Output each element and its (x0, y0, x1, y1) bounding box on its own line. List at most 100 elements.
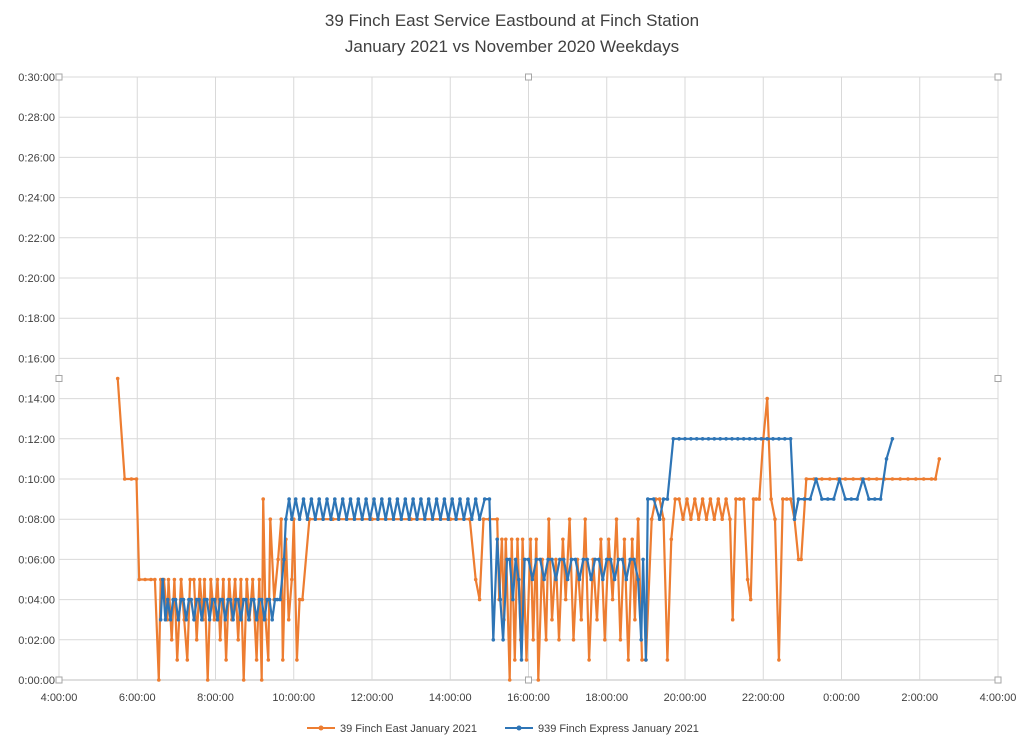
x-tick-label: 12:00:00 (351, 692, 394, 704)
data-point (599, 537, 603, 542)
x-tick-label: 14:00:00 (429, 692, 472, 704)
data-point (792, 517, 797, 521)
data-point (426, 497, 431, 501)
data-point (914, 477, 918, 481)
data-point (738, 497, 742, 501)
data-point (247, 617, 251, 622)
data-point (689, 517, 693, 521)
data-point (423, 517, 427, 521)
data-point (700, 497, 705, 501)
data-point (906, 477, 910, 481)
data-point (122, 477, 127, 481)
data-point (287, 497, 291, 501)
data-point (700, 437, 705, 441)
legend-item-0: 39 Finch East January 2021 (307, 723, 477, 735)
x-axis-ticks: 4:00:00 6:00:00 8:00:00 10:00:00 12:00:00 14:… (41, 692, 1017, 704)
data-point (554, 557, 558, 562)
data-point (649, 517, 654, 521)
x-tick-label: 0:00:00 (823, 692, 860, 704)
data-point (309, 497, 314, 501)
plot-area-handle[interactable] (994, 73, 1002, 81)
data-point (498, 597, 503, 602)
data-point (297, 597, 302, 602)
data-point (137, 577, 141, 582)
data-point (454, 517, 458, 521)
data-point (344, 517, 349, 521)
data-point (538, 557, 542, 562)
data-point (622, 537, 627, 542)
plot-area-handle[interactable] (994, 676, 1002, 684)
data-point (380, 497, 384, 501)
data-point (368, 517, 372, 521)
y-axis-ticks: 0:00:00 0:02:00 0:04:00 0:06:00 0:08:00 0:10:… (18, 72, 55, 687)
plot-area-handle[interactable] (55, 676, 63, 684)
plot-area-handle[interactable] (994, 375, 1002, 382)
data-point (356, 497, 361, 501)
data-point (372, 497, 376, 501)
data-point (632, 557, 636, 562)
data-point (730, 617, 735, 622)
data-point (313, 517, 318, 521)
data-point (605, 557, 609, 562)
data-point (781, 497, 785, 501)
data-point (851, 477, 855, 481)
data-point (501, 638, 505, 642)
data-point (239, 577, 243, 582)
data-point (261, 497, 266, 501)
series-0 (115, 376, 942, 682)
data-point (487, 497, 492, 501)
data-point (482, 497, 487, 501)
x-tick-label: 18:00:00 (585, 692, 628, 704)
legend-label-1: 939 Finch Express January 2021 (538, 723, 699, 735)
data-point (754, 497, 758, 501)
data-point (636, 577, 640, 582)
plot-area-handle[interactable] (55, 73, 63, 81)
data-point (874, 477, 879, 481)
y-tick-label: 0:14:00 (18, 394, 55, 406)
data-point (516, 577, 521, 582)
data-point (511, 597, 515, 602)
data-point (477, 517, 482, 521)
data-point (215, 617, 220, 622)
data-point (724, 497, 728, 501)
data-point (614, 517, 619, 521)
data-point (712, 517, 717, 521)
data-point (513, 658, 517, 662)
data-point (630, 537, 634, 542)
data-point (223, 617, 228, 622)
data-point (290, 577, 294, 582)
data-point (644, 658, 648, 662)
data-point (657, 497, 662, 501)
plot-area-handle[interactable] (525, 73, 532, 81)
data-point (205, 597, 209, 602)
y-tick-label: 0:06:00 (18, 554, 55, 566)
data-point (491, 638, 496, 642)
data-point (513, 557, 518, 562)
data-point (554, 577, 558, 582)
legend-marker-0 (318, 725, 324, 731)
data-point (295, 658, 299, 662)
data-point (565, 577, 570, 582)
data-point (730, 437, 734, 441)
data-point (661, 497, 666, 501)
data-point (589, 577, 593, 582)
data-point (473, 497, 478, 501)
data-point (759, 437, 764, 441)
chart-title-line1: 39 Finch East Service Eastbound at Finch… (325, 11, 699, 30)
data-point (751, 497, 756, 501)
data-point (515, 537, 520, 542)
data-point (757, 497, 762, 501)
data-point (820, 477, 824, 481)
plot-area-handle[interactable] (525, 676, 532, 684)
data-point (534, 557, 539, 562)
x-tick-label: 10:00:00 (272, 692, 315, 704)
data-point (636, 517, 640, 521)
data-point (458, 497, 462, 501)
data-point (395, 497, 400, 501)
data-point (143, 577, 147, 582)
data-point (608, 557, 613, 562)
y-tick-label: 0:00:00 (18, 675, 55, 687)
data-point (677, 437, 681, 441)
plot-area-handle[interactable] (55, 375, 63, 382)
data-point (209, 577, 213, 582)
